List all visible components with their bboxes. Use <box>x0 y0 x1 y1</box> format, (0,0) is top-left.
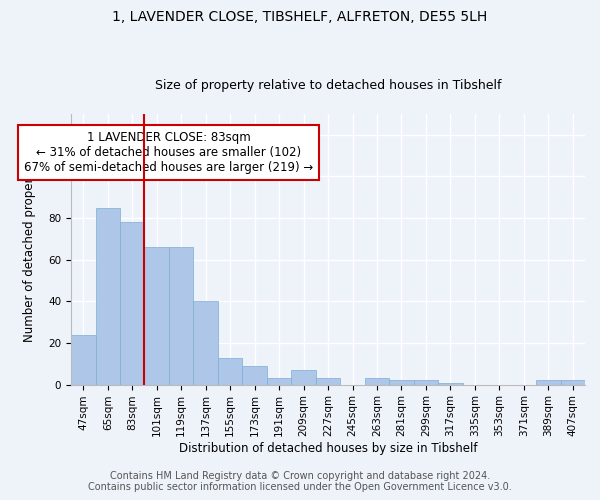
Title: Size of property relative to detached houses in Tibshelf: Size of property relative to detached ho… <box>155 79 501 92</box>
Bar <box>536 380 560 384</box>
X-axis label: Distribution of detached houses by size in Tibshelf: Distribution of detached houses by size … <box>179 442 477 455</box>
Bar <box>218 358 242 384</box>
Bar <box>145 247 169 384</box>
Bar <box>242 366 267 384</box>
Bar <box>292 370 316 384</box>
Bar <box>267 378 292 384</box>
Bar <box>193 302 218 384</box>
Bar <box>95 208 120 384</box>
Bar <box>71 334 95 384</box>
Text: 1 LAVENDER CLOSE: 83sqm
← 31% of detached houses are smaller (102)
67% of semi-d: 1 LAVENDER CLOSE: 83sqm ← 31% of detache… <box>25 130 314 174</box>
Bar <box>169 247 193 384</box>
Text: 1, LAVENDER CLOSE, TIBSHELF, ALFRETON, DE55 5LH: 1, LAVENDER CLOSE, TIBSHELF, ALFRETON, D… <box>112 10 488 24</box>
Bar <box>413 380 438 384</box>
Bar <box>560 380 585 384</box>
Y-axis label: Number of detached properties: Number of detached properties <box>23 156 36 342</box>
Bar <box>120 222 145 384</box>
Bar <box>389 380 413 384</box>
Bar <box>316 378 340 384</box>
Text: Contains HM Land Registry data © Crown copyright and database right 2024.
Contai: Contains HM Land Registry data © Crown c… <box>88 471 512 492</box>
Bar <box>365 378 389 384</box>
Bar <box>438 382 463 384</box>
